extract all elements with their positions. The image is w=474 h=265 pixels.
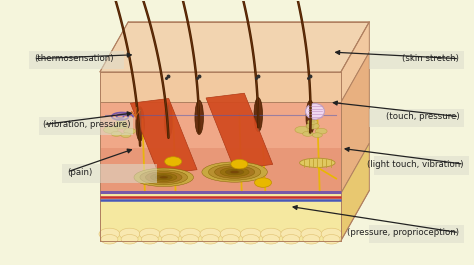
Circle shape bbox=[200, 228, 221, 240]
Polygon shape bbox=[206, 93, 273, 169]
Ellipse shape bbox=[164, 103, 173, 137]
Circle shape bbox=[121, 235, 138, 244]
Circle shape bbox=[119, 228, 140, 240]
Circle shape bbox=[182, 235, 199, 244]
Polygon shape bbox=[100, 22, 369, 72]
Ellipse shape bbox=[302, 131, 313, 136]
Ellipse shape bbox=[140, 170, 188, 185]
Polygon shape bbox=[341, 52, 369, 193]
Circle shape bbox=[101, 235, 118, 244]
FancyBboxPatch shape bbox=[369, 109, 464, 127]
Ellipse shape bbox=[254, 98, 263, 132]
Circle shape bbox=[162, 235, 179, 244]
Ellipse shape bbox=[306, 104, 324, 119]
Ellipse shape bbox=[136, 107, 145, 141]
Ellipse shape bbox=[225, 169, 244, 175]
Ellipse shape bbox=[220, 167, 249, 176]
FancyBboxPatch shape bbox=[369, 225, 464, 243]
Ellipse shape bbox=[124, 128, 136, 134]
Polygon shape bbox=[341, 22, 369, 102]
Ellipse shape bbox=[209, 164, 261, 180]
Polygon shape bbox=[341, 143, 369, 241]
Polygon shape bbox=[130, 99, 197, 174]
Circle shape bbox=[261, 228, 282, 240]
Ellipse shape bbox=[151, 173, 177, 182]
Circle shape bbox=[99, 228, 120, 240]
Ellipse shape bbox=[116, 120, 126, 124]
Polygon shape bbox=[100, 148, 341, 193]
Circle shape bbox=[220, 228, 241, 240]
Ellipse shape bbox=[111, 131, 122, 136]
Ellipse shape bbox=[155, 175, 172, 180]
Ellipse shape bbox=[230, 171, 239, 174]
Circle shape bbox=[141, 235, 158, 244]
FancyBboxPatch shape bbox=[29, 51, 124, 69]
Circle shape bbox=[202, 235, 219, 244]
Circle shape bbox=[180, 228, 201, 240]
FancyBboxPatch shape bbox=[38, 117, 133, 135]
Ellipse shape bbox=[146, 172, 182, 183]
Text: (thermosensation): (thermosensation) bbox=[34, 54, 113, 63]
Circle shape bbox=[222, 235, 239, 244]
Circle shape bbox=[242, 235, 259, 244]
Ellipse shape bbox=[159, 176, 168, 179]
FancyBboxPatch shape bbox=[62, 164, 156, 183]
Circle shape bbox=[323, 235, 340, 244]
Circle shape bbox=[301, 228, 322, 240]
Ellipse shape bbox=[312, 133, 322, 138]
Ellipse shape bbox=[306, 123, 319, 129]
Text: (light touch, vibration): (light touch, vibration) bbox=[367, 160, 464, 169]
Polygon shape bbox=[100, 72, 341, 102]
Circle shape bbox=[283, 235, 300, 244]
Circle shape bbox=[281, 228, 301, 240]
Ellipse shape bbox=[121, 133, 131, 138]
Ellipse shape bbox=[308, 120, 318, 124]
Circle shape bbox=[160, 228, 181, 240]
Ellipse shape bbox=[103, 126, 118, 133]
Circle shape bbox=[240, 228, 261, 240]
Circle shape bbox=[303, 235, 320, 244]
Ellipse shape bbox=[195, 100, 203, 135]
Polygon shape bbox=[206, 93, 273, 169]
Polygon shape bbox=[130, 99, 197, 174]
Circle shape bbox=[139, 228, 160, 240]
Polygon shape bbox=[100, 193, 341, 241]
FancyBboxPatch shape bbox=[374, 156, 469, 175]
Text: (pain): (pain) bbox=[67, 167, 92, 176]
Text: (skin stretch): (skin stretch) bbox=[402, 54, 459, 63]
Polygon shape bbox=[100, 102, 341, 148]
Ellipse shape bbox=[300, 158, 335, 167]
Circle shape bbox=[231, 159, 248, 169]
Circle shape bbox=[164, 157, 182, 166]
Circle shape bbox=[263, 235, 280, 244]
Circle shape bbox=[255, 178, 272, 187]
Text: (pressure, proprioception): (pressure, proprioception) bbox=[347, 228, 459, 237]
Ellipse shape bbox=[306, 100, 315, 135]
Ellipse shape bbox=[315, 128, 327, 134]
Ellipse shape bbox=[115, 123, 128, 129]
FancyBboxPatch shape bbox=[369, 51, 464, 69]
Ellipse shape bbox=[134, 168, 193, 187]
Text: (touch, pressure): (touch, pressure) bbox=[385, 112, 459, 121]
Text: (vibration, pressure): (vibration, pressure) bbox=[43, 120, 131, 129]
Ellipse shape bbox=[202, 162, 267, 182]
Ellipse shape bbox=[295, 126, 310, 133]
Ellipse shape bbox=[215, 166, 255, 178]
Circle shape bbox=[321, 228, 342, 240]
